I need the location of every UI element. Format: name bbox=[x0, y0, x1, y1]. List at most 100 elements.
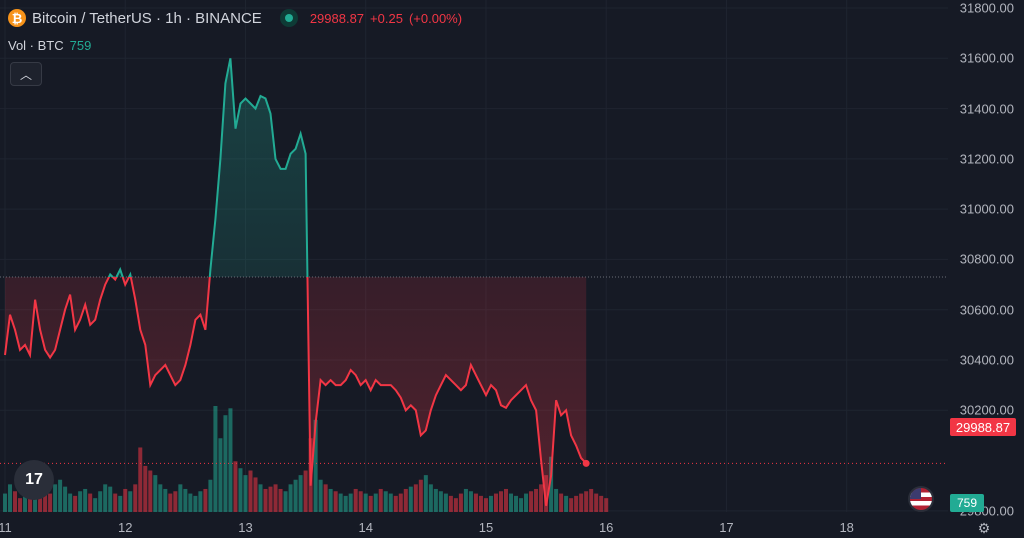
volume-bar bbox=[203, 488, 208, 512]
symbol-title[interactable]: Bitcoin / TetherUS · 1h · BINANCE bbox=[32, 9, 262, 27]
volume-bar bbox=[83, 488, 88, 512]
volume-bar bbox=[428, 484, 433, 512]
volume-bar bbox=[393, 495, 398, 512]
volume-bar bbox=[193, 495, 198, 512]
volume-bar bbox=[433, 488, 438, 512]
volume-bar bbox=[168, 493, 173, 512]
price-line-up bbox=[107, 58, 309, 278]
volume-bar bbox=[564, 495, 569, 512]
volume-bar bbox=[574, 495, 579, 512]
volume-tag: 759 bbox=[950, 494, 984, 512]
area-below-baseline bbox=[5, 277, 587, 506]
volume-bar bbox=[368, 495, 373, 512]
volume-bar bbox=[223, 415, 228, 512]
volume-bar bbox=[218, 438, 223, 512]
volume-bar bbox=[213, 406, 218, 512]
volume-bar bbox=[198, 491, 203, 512]
volume-bar bbox=[529, 491, 534, 512]
volume-bar bbox=[514, 495, 519, 512]
volume-bar bbox=[488, 495, 493, 512]
volume-bar bbox=[378, 488, 383, 512]
collapse-legend-button[interactable]: ︿ bbox=[10, 62, 42, 86]
volume-bar bbox=[3, 493, 7, 512]
volume-bar bbox=[463, 488, 468, 512]
volume-bar bbox=[604, 498, 609, 512]
volume-bar bbox=[579, 493, 584, 512]
volume-bar bbox=[569, 498, 574, 512]
price-tick-label: 30200.00 bbox=[959, 402, 1014, 418]
volume-bar bbox=[353, 488, 358, 512]
volume-bar bbox=[443, 493, 448, 512]
volume-bar bbox=[58, 479, 63, 512]
time-tick-label: 16 bbox=[598, 520, 614, 535]
volume-bar bbox=[248, 470, 253, 512]
last-price-tag: 29988.87 bbox=[950, 418, 1016, 436]
volume-legend-label: Vol · BTC bbox=[8, 38, 64, 53]
volume-bar bbox=[258, 484, 263, 512]
volume-bar bbox=[408, 486, 413, 512]
price-tick-label: 30600.00 bbox=[959, 302, 1014, 318]
volume-bar bbox=[158, 484, 163, 512]
volume-bar bbox=[468, 491, 473, 512]
volume-bar bbox=[113, 493, 118, 512]
volume-bar bbox=[594, 493, 599, 512]
volume-bar bbox=[23, 488, 28, 512]
volume-bar bbox=[108, 486, 113, 512]
volume-bar bbox=[373, 493, 378, 512]
last-price-legend: 29988.87 bbox=[309, 10, 365, 26]
volume-bar bbox=[473, 493, 478, 512]
volume-bar bbox=[358, 491, 363, 512]
volume-bar bbox=[343, 495, 348, 512]
volume-legend[interactable]: Vol · BTC 759 bbox=[8, 38, 91, 53]
time-tick-label: 14 bbox=[358, 520, 373, 535]
volume-bar bbox=[38, 498, 43, 512]
price-tick-label: 31000.00 bbox=[959, 201, 1014, 217]
volume-bar bbox=[498, 491, 503, 512]
volume-bar bbox=[78, 491, 83, 512]
volume-bar bbox=[263, 488, 268, 512]
symbol-legend: ₿ Bitcoin / TetherUS · 1h · BINANCE 2998… bbox=[0, 6, 468, 30]
volume-bar bbox=[333, 491, 338, 512]
volume-bar bbox=[173, 491, 178, 512]
volume-bar bbox=[458, 493, 463, 512]
tradingview-logo[interactable]: 17 bbox=[14, 460, 54, 500]
volume-bar bbox=[363, 493, 368, 512]
volume-bar bbox=[163, 488, 168, 512]
volume-bar bbox=[453, 498, 458, 512]
us-flag-icon[interactable] bbox=[908, 486, 934, 512]
area-above-baseline bbox=[5, 58, 587, 278]
volume-bar bbox=[18, 498, 23, 512]
time-tick-label: 18 bbox=[839, 520, 854, 535]
volume-bar bbox=[178, 484, 183, 512]
time-tick-label: 12 bbox=[118, 520, 133, 535]
volume-bar bbox=[418, 479, 423, 512]
volume-bar bbox=[554, 488, 559, 512]
volume-bar bbox=[549, 456, 554, 512]
volume-bar bbox=[53, 484, 58, 512]
volume-bar bbox=[253, 477, 258, 512]
volume-bar bbox=[483, 498, 488, 512]
volume-bar bbox=[509, 493, 514, 512]
volume-bar bbox=[383, 491, 388, 512]
time-tick-label: 13 bbox=[238, 520, 253, 535]
price-tick-label: 31200.00 bbox=[959, 151, 1014, 167]
volume-bar bbox=[98, 491, 103, 512]
volume-bar bbox=[318, 479, 323, 512]
volume-bar bbox=[183, 488, 188, 512]
volume-bar bbox=[138, 447, 143, 512]
settings-icon[interactable]: ⚙ bbox=[977, 520, 991, 536]
volume-bar bbox=[8, 484, 13, 512]
price-tick-label: 31400.00 bbox=[959, 101, 1014, 117]
volume-bar bbox=[524, 493, 529, 512]
volume-bar bbox=[28, 493, 33, 512]
volume-bar bbox=[143, 465, 148, 512]
price-tick-label: 30800.00 bbox=[959, 251, 1014, 267]
volume-bar bbox=[519, 498, 524, 512]
volume-bar bbox=[228, 408, 233, 512]
volume-bar bbox=[88, 493, 93, 512]
market-status-icon[interactable] bbox=[279, 9, 298, 27]
volume-bar bbox=[233, 461, 238, 512]
volume-bar bbox=[559, 493, 564, 512]
volume-bar bbox=[338, 493, 343, 512]
